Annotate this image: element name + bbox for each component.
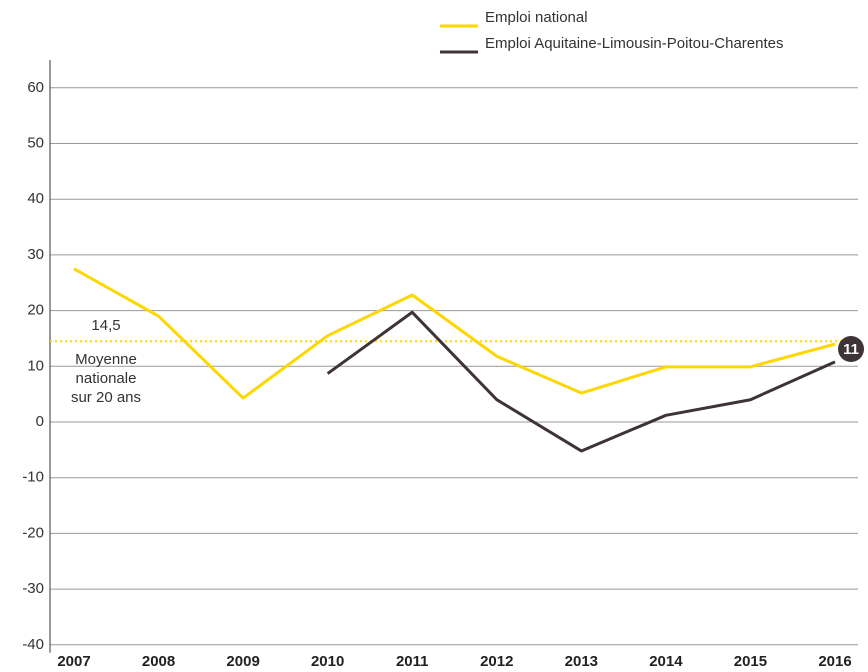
average-note: Moyenne <box>75 351 137 368</box>
average-note: sur 20 ans <box>71 389 141 406</box>
y-tick-label: -20 <box>22 524 44 541</box>
badge <box>838 336 864 362</box>
average-note: nationale <box>76 370 137 387</box>
x-tick-label: 2012 <box>480 653 513 670</box>
legend-label: Emploi Aquitaine-Limousin-Poitou-Charent… <box>485 35 784 52</box>
y-tick-label: 40 <box>27 190 44 207</box>
x-tick-label: 2010 <box>311 653 344 670</box>
x-tick-label: 2009 <box>226 653 259 670</box>
y-tick-label: 50 <box>27 134 44 151</box>
badge-label: 11 <box>843 341 859 358</box>
x-tick-label: 2015 <box>734 653 767 670</box>
y-tick-label: 60 <box>27 79 44 96</box>
x-tick-label: 2014 <box>649 653 683 670</box>
y-tick-label: 0 <box>36 413 44 430</box>
series-line <box>73 267 836 400</box>
average-label: 14,5 <box>91 317 120 334</box>
x-tick-label: 2008 <box>142 653 175 670</box>
y-tick-label: -10 <box>22 469 44 486</box>
x-tick-label: 2011 <box>396 653 429 670</box>
x-tick-label: 2016 <box>818 653 851 670</box>
y-tick-label: 30 <box>27 246 44 263</box>
y-tick-label: 20 <box>27 302 44 319</box>
x-tick-label: 2007 <box>57 653 90 670</box>
series-line <box>326 310 836 453</box>
y-tick-label: -30 <box>22 580 44 597</box>
y-tick-label: -40 <box>22 636 44 653</box>
y-tick-label: 10 <box>27 357 44 374</box>
x-tick-label: 2013 <box>565 653 598 670</box>
legend-label: Emploi national <box>485 9 588 26</box>
